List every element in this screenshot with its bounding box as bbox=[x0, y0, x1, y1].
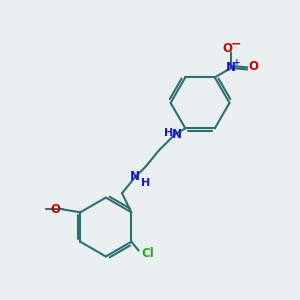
Text: O: O bbox=[248, 60, 258, 73]
Text: H: H bbox=[164, 128, 173, 138]
Text: N: N bbox=[172, 128, 182, 141]
Text: +: + bbox=[233, 58, 241, 67]
Text: H: H bbox=[141, 178, 150, 188]
Text: O: O bbox=[50, 203, 60, 216]
Text: Cl: Cl bbox=[141, 247, 154, 260]
Text: −: − bbox=[231, 38, 242, 51]
Text: O: O bbox=[222, 42, 233, 55]
Text: N: N bbox=[226, 61, 236, 74]
Text: N: N bbox=[130, 170, 140, 184]
